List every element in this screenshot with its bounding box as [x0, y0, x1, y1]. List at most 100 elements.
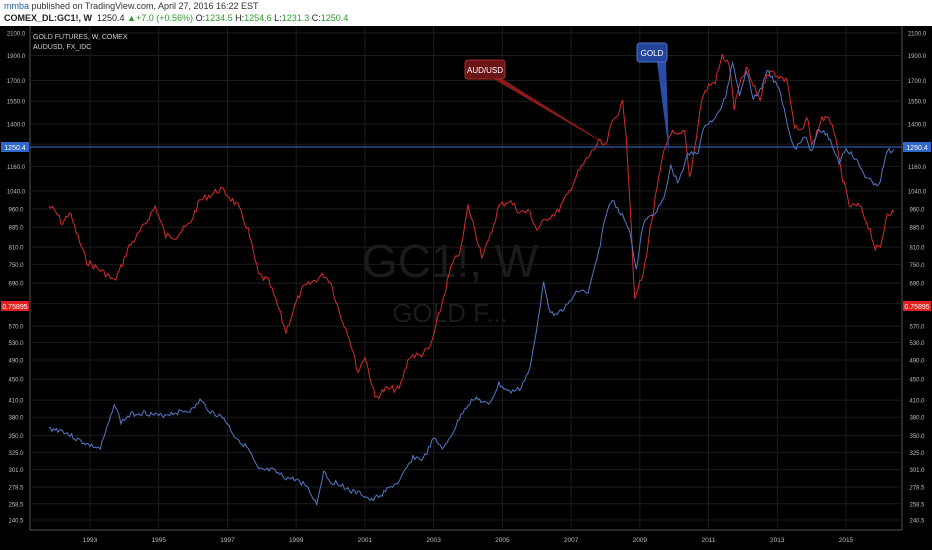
y-tick-label-right: 1550.0	[908, 100, 927, 106]
svg-text:0.75895: 0.75895	[2, 304, 27, 311]
y-tick-label-right: 1400.0	[908, 123, 927, 129]
y-tick-label-left: 240.5	[8, 519, 24, 525]
x-tick-label: 2005	[495, 537, 510, 544]
x-tick-label: 2009	[633, 537, 648, 544]
y-tick-label-left: 450.0	[8, 378, 24, 384]
open-label: O:	[195, 13, 206, 23]
series-lines	[48, 53, 895, 507]
y-tick-label-right: 810.0	[909, 246, 925, 252]
symbol-label[interactable]: COMEX_DL:GC1!, W	[4, 13, 93, 23]
publish-line: mmba published on TradingView.com, April…	[4, 1, 259, 11]
aud-callout[interactable]	[464, 59, 506, 80]
aud-series-line	[48, 53, 895, 400]
gold-callout-pointer	[657, 62, 669, 153]
y-tick-label-left: 490.0	[8, 359, 24, 365]
y-tick-label-left: 1040.0	[7, 189, 26, 195]
y-tick-label-left: 885.0	[8, 226, 24, 232]
author-link[interactable]: mmba	[4, 1, 30, 11]
y-tick-label-right: 490.0	[909, 359, 925, 365]
aud-price-badge-right: 0.75895	[903, 301, 931, 311]
chart-pane[interactable]: GC1!, W GOLD F... AUD/USD GOLD 2100.0 190…	[0, 26, 932, 550]
low-label: L:	[274, 13, 282, 23]
symbol-ohlc-line: COMEX_DL:GC1!, W 1250.4 ▲+7.0 (+0.56%) O…	[4, 13, 348, 23]
y-tick-label-right: 380.0	[909, 416, 925, 422]
y-tick-label-left: 325.0	[8, 451, 24, 457]
y-tick-label-left: 570.0	[8, 325, 24, 331]
x-tick-label: 2015	[839, 537, 854, 544]
x-tick-label: 2003	[426, 537, 441, 544]
y-tick-label-right: 750.0	[909, 263, 925, 269]
y-tick-label-left: 258.5	[8, 502, 24, 508]
y-tick-label-left: 810.0	[8, 246, 24, 252]
right-price-axis[interactable]: 2100.01900.01700.01550.01400.01280.01160…	[908, 32, 927, 525]
y-tick-label-right: 450.0	[909, 378, 925, 384]
x-tick-label: 2007	[564, 537, 579, 544]
y-tick-label-right: 350.0	[909, 434, 925, 440]
chart-header: mmba published on TradingView.com, April…	[0, 0, 932, 26]
y-tick-label-left: 960.0	[8, 207, 24, 213]
publish-info: published on TradingView.com, April 27, …	[31, 1, 259, 11]
y-tick-label-right: 1040.0	[908, 189, 927, 195]
x-tick-label: 2011	[702, 537, 716, 544]
y-tick-label-left: 1700.0	[7, 79, 26, 85]
x-tick-label: 1999	[289, 537, 304, 544]
y-tick-label-left: 530.0	[8, 341, 24, 347]
time-axis[interactable]: 1993 1995 1997 1999 2001 2003 2005 2007 2009 2011…	[83, 537, 854, 544]
y-tick-label-right: 690.0	[909, 282, 925, 288]
y-tick-label-right: 1160.0	[908, 165, 927, 171]
gold-callout-label: GOLD	[641, 49, 664, 58]
y-tick-label-right: 530.0	[909, 341, 925, 347]
y-tick-label-left: 750.0	[8, 263, 24, 269]
y-tick-label-right: 258.5	[909, 502, 925, 508]
y-tick-label-left: 1550.0	[7, 100, 26, 106]
y-tick-label-left: 690.0	[8, 282, 24, 288]
x-tick-label: 2013	[770, 537, 785, 544]
gold-price-badge-left: 1250.4	[1, 142, 29, 152]
svg-text:1250.4: 1250.4	[906, 145, 928, 152]
y-tick-label-right: 885.0	[909, 226, 925, 232]
y-tick-label-right: 2100.0	[908, 32, 927, 38]
gold-price-badge-right: 1250.4	[903, 142, 931, 152]
x-tick-label: 1993	[83, 537, 98, 544]
aud-price-badge-left: 0.75895	[1, 301, 29, 311]
high-value: 1254.6	[244, 13, 272, 23]
low-value: 1231.3	[281, 13, 310, 23]
svg-text:1250.4: 1250.4	[4, 145, 26, 152]
y-tick-label-left: 1400.0	[7, 123, 26, 129]
y-tick-label-right: 1900.0	[908, 54, 927, 60]
y-tick-label-left: 350.0	[8, 434, 24, 440]
high-label: H:	[235, 13, 245, 23]
chart-svg[interactable]: GC1!, W GOLD F... AUD/USD GOLD 2100.0 190…	[0, 26, 932, 550]
grid	[29, 26, 903, 531]
y-tick-label-left: 278.5	[8, 486, 24, 492]
close-label: C:	[311, 13, 321, 23]
up-arrow-icon: ▲	[127, 13, 136, 23]
y-tick-label-left: 301.0	[8, 468, 24, 474]
legend-overlay[interactable]: AUDUSD, FX_IDC	[33, 44, 91, 51]
open-value: 1234.5	[205, 13, 233, 23]
gold-callout[interactable]	[636, 42, 668, 63]
x-tick-label: 1997	[220, 537, 235, 544]
y-tick-label-right: 1700.0	[908, 79, 927, 85]
left-price-axis[interactable]: 2100.01900.01700.01550.01400.01280.01160…	[7, 32, 26, 525]
y-tick-label-right: 325.0	[909, 451, 925, 457]
watermark-name: GOLD F...	[392, 298, 508, 328]
watermark-symbol: GC1!, W	[362, 235, 539, 287]
x-tick-label: 1995	[151, 537, 166, 544]
y-tick-label-left: 1900.0	[7, 54, 26, 60]
y-tick-label-left: 380.0	[8, 416, 24, 422]
last-price: 1250.4	[97, 13, 125, 23]
close-value: 1250.4	[320, 13, 349, 23]
aud-callout-pointer	[492, 78, 622, 154]
gold-series-line	[48, 61, 895, 507]
price-change: +7.0 (+0.56%)	[136, 13, 194, 23]
svg-text:0.75895: 0.75895	[904, 304, 929, 311]
y-tick-label-right: 570.0	[909, 325, 925, 331]
y-tick-label-left: 1160.0	[7, 165, 26, 171]
y-tick-label-left: 410.0	[8, 399, 24, 405]
aud-callout-label: AUD/USD	[467, 66, 503, 75]
legend-main[interactable]: GOLD FUTURES, W, COMEX	[33, 34, 128, 41]
y-tick-label-right: 960.0	[909, 207, 925, 213]
y-tick-label-left: 2100.0	[7, 32, 26, 38]
x-tick-label: 2001	[358, 537, 373, 544]
